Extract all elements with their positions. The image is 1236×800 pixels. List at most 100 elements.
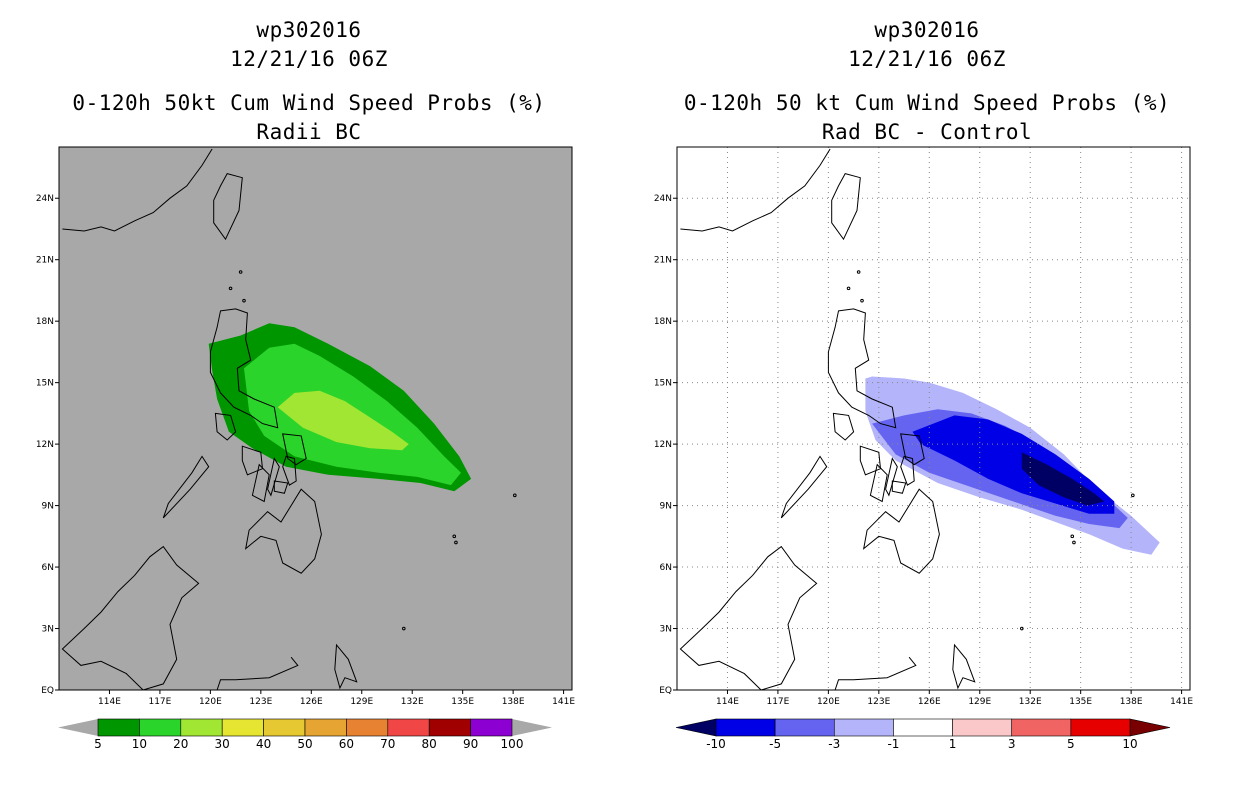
right-panel: wp302016 12/21/16 06Z 0-120h 50 kt Cum W…: [618, 0, 1236, 800]
small-island: [1131, 493, 1135, 498]
colorbar-label-10: 10: [132, 737, 147, 751]
colorbar-segment: [428, 718, 471, 737]
x-tick-label-135E: 135E: [451, 697, 474, 707]
y-tick-label-9N: 9N: [660, 502, 672, 512]
y-tick-label-18N: 18N: [36, 317, 54, 327]
probability-field--10: [1021, 452, 1105, 506]
y-tick-label-15N: 15N: [36, 379, 54, 389]
colorbar-label-70: 70: [380, 737, 395, 751]
x-tick-label-123E: 123E: [249, 697, 272, 707]
coastline-leyte: [282, 455, 297, 486]
coastline-negros: [251, 463, 270, 503]
small-island: [513, 493, 517, 498]
x-tick-label-126E: 126E: [300, 697, 323, 707]
x-tick-label-132E: 132E: [1019, 697, 1042, 707]
small-island: [1070, 534, 1075, 539]
coastline-mindoro: [832, 412, 855, 441]
x-tick-label-132E: 132E: [401, 697, 424, 707]
left-panel: wp302016 12/21/16 06Z 0-120h 50kt Cum Wi…: [36, 18, 576, 751]
coastline-palawan: [780, 455, 828, 519]
colorbar-label-20: 20: [173, 737, 188, 751]
panel-title-storm-id: wp302016: [256, 18, 362, 42]
small-island: [846, 286, 851, 291]
colorbar-segment: [304, 718, 347, 737]
coastline-sulawesi: [834, 656, 917, 690]
colorbar-segment: [387, 718, 430, 737]
colorbar-label-90: 90: [463, 737, 478, 751]
colorbar-label-30: 30: [215, 737, 230, 751]
plot-frame: [676, 146, 1191, 691]
y-tick-label-21N: 21N: [654, 256, 672, 266]
panel-title-date: 12/21/16 06Z: [230, 47, 388, 71]
colorbar-segment: [139, 718, 182, 737]
y-tick-label-15N: 15N: [654, 379, 672, 389]
coastline-samar: [900, 433, 925, 466]
small-island: [856, 270, 861, 274]
y-tick-label-3N: 3N: [42, 625, 54, 635]
coastline-palawan: [162, 455, 210, 519]
small-island: [238, 270, 243, 274]
y-tick-label-3N: 3N: [660, 625, 672, 635]
small-island: [402, 626, 406, 631]
x-tick-label-129E: 129E: [350, 697, 373, 707]
colorbar-upper-extension: [1129, 718, 1171, 737]
coastline-negros: [869, 463, 888, 503]
x-tick-label-123E: 123E: [867, 697, 890, 707]
colorbar-upper-extension: [512, 719, 552, 736]
colorbar-segment: [346, 718, 389, 737]
right-map-chart: 114E 117E 120E 123E 126E 129E 132E 135E 138E 141E…: [654, 146, 1193, 751]
colorbar-label-60: 60: [339, 737, 354, 751]
coastline-cebu: [267, 457, 280, 497]
small-island: [452, 534, 457, 539]
plot-frame: [58, 146, 573, 691]
panel-title-storm-id: wp302016: [874, 18, 980, 42]
colorbar-segment: [893, 718, 953, 737]
y-tick-label-6N: 6N: [42, 563, 54, 573]
y-tick-label-EQ: EQ: [41, 686, 54, 696]
coastline-mindanao: [862, 488, 940, 574]
colorbar-label-80: 80: [422, 737, 437, 751]
y-tick-label-24N: 24N: [654, 194, 672, 204]
x-tick-label-138E: 138E: [502, 697, 525, 707]
coastline-luzon: [827, 308, 897, 429]
x-tick-label-117E: 117E: [766, 697, 789, 707]
coastline-panay: [859, 445, 882, 476]
coastline-borneo: [679, 545, 818, 690]
colorbar-segment: [1070, 718, 1131, 737]
x-tick-label-129E: 129E: [968, 697, 991, 707]
y-tick-label-EQ: EQ: [659, 686, 672, 696]
small-island: [1020, 626, 1024, 631]
panel-title-date: 12/21/16 06Z: [848, 47, 1006, 71]
x-tick-label-114E: 114E: [716, 697, 739, 707]
colorbar-label-50: 50: [297, 737, 312, 751]
coastline-borneo: [61, 545, 200, 690]
colorbar-segment: [774, 718, 835, 737]
coastline-mindanao: [244, 488, 322, 574]
coastline-panay: [241, 445, 264, 476]
coastline-chinaCoast: [680, 148, 831, 232]
coastline-leyte: [900, 455, 915, 486]
colorbar-label-1: 1: [949, 737, 957, 751]
x-tick-label-120E: 120E: [199, 697, 222, 707]
colorbar-label-3: 3: [1008, 737, 1016, 751]
coastline-halmahera: [334, 643, 358, 690]
panel-title-experiment: Radii BC: [256, 120, 362, 144]
panel-title-product: 0-120h 50 kt Cum Wind Speed Probs (%): [683, 91, 1171, 115]
x-tick-label-141E: 141E: [1170, 697, 1193, 707]
x-tick-label-114E: 114E: [98, 697, 121, 707]
x-tick-label-141E: 141E: [552, 697, 575, 707]
colorbar-segment: [180, 718, 223, 737]
colorbar-segment: [833, 718, 894, 737]
coastline-samar: [282, 433, 307, 466]
small-island: [242, 298, 246, 303]
colorbar-label--1: -1: [887, 737, 899, 751]
coastline-taiwan: [213, 173, 243, 241]
colorbar-label-100: 100: [501, 737, 524, 751]
probability-field-20-30: [277, 390, 409, 451]
colorbar-segment: [715, 718, 776, 737]
y-tick-label-24N: 24N: [36, 194, 54, 204]
x-tick-label-135E: 135E: [1069, 697, 1092, 707]
small-island: [454, 540, 458, 545]
x-tick-label-126E: 126E: [918, 697, 941, 707]
colorbar-segment: [221, 718, 264, 737]
